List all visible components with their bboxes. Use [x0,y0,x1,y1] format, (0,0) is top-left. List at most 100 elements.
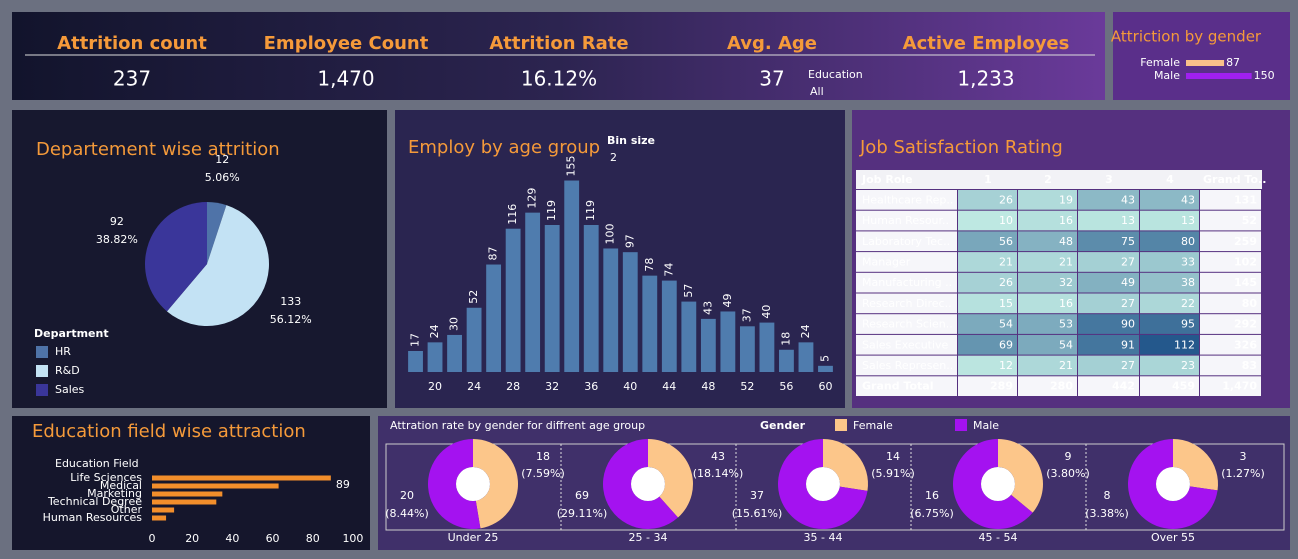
total-label: 11 [1166,477,1180,490]
legend-swatch [36,346,48,358]
table-title: Job Satisfaction Rating [859,137,1063,158]
table-cell [856,314,957,334]
category-label: Human Resources [43,511,143,524]
table-header: 1 [984,173,992,186]
kpi-label: Employee Count [264,33,429,54]
x-tick-label: 32 [545,380,559,393]
legend-label: Female [853,419,893,432]
table-cell [1078,190,1139,210]
donut-hole [981,467,1015,501]
table-header: 3 [1105,173,1113,186]
edu-panel [12,416,370,550]
table-row-label: Research Direc.. [862,297,952,310]
table-cell [1018,293,1077,314]
x-tick-label: 52 [740,380,754,393]
table-value: 26 [999,276,1013,289]
table-row-label: Grand Total [862,380,933,393]
bar [152,507,175,513]
category-label: Over 55 [1151,531,1195,544]
table-value: 21 [1059,255,1073,268]
histogram-bar [642,275,658,372]
value-label: 8 [1104,489,1111,502]
bar [152,499,217,505]
table-value: 23 [1181,359,1195,372]
histogram-bar [466,307,482,372]
x-tick-label: 36 [584,380,598,393]
bar [1186,73,1252,79]
table-value: 80 [1181,235,1195,248]
value-label: 150 [1254,69,1275,82]
share-label: (7.59%) [521,467,565,480]
total-label: 51 [816,477,830,490]
table-cell [958,252,1017,272]
value-label: 40 [760,305,773,319]
total-label: 38 [466,477,480,490]
filter-value: All [810,85,824,98]
kpi-label: Attrition count [57,33,207,54]
legend-title: Gender [760,419,806,432]
legend-label: Male [973,419,999,432]
category-label: Medical [100,479,142,492]
table-value: 292 [1234,318,1257,331]
table-row-label: Human Resour.. [862,214,949,227]
category-label: Under 25 [448,531,499,544]
kpi-value: 1,233 [957,67,1014,91]
share-label: (8.44%) [385,507,429,520]
share-label: (5.91%) [871,467,915,480]
bar [152,483,279,489]
table-cell [856,376,957,396]
bar [152,475,331,481]
legend-label: Male [1154,69,1180,82]
table-cell [856,272,957,293]
donut-hole [806,467,840,501]
table-value: 16 [1059,214,1073,227]
table-cell [1018,355,1077,376]
table-header: 4 [1166,173,1174,186]
table-value: 13 [1121,214,1135,227]
value-label: 37 [750,489,764,502]
histogram-bar [661,280,677,372]
histogram-bar [408,351,423,372]
histogram-bar [622,252,638,372]
donut-slice [1173,439,1219,491]
value-label: 52 [467,290,480,304]
histogram-bar [486,264,502,372]
table-cell [958,334,1017,355]
share-label: (15.61%) [732,507,783,520]
chart-title: Education field wise attraction [32,421,306,442]
table-header: Grand To.. [1203,173,1266,186]
donut-hole [456,467,490,501]
donut-slice [473,439,518,529]
value-label: 24 [428,324,441,338]
value-label: 78 [643,258,656,272]
table-cell [856,355,957,376]
table-header: Job Role [861,173,913,186]
table-value: 131 [1234,193,1257,206]
x-tick-label: 24 [467,380,481,393]
donut-hole [1156,467,1190,501]
kpi-value: 37 [759,67,784,91]
table-cell [1078,314,1139,334]
value-label: 49 [721,293,734,307]
table-cell [1078,293,1139,314]
table-row-label: Manufacturing .. [862,276,952,289]
param-label: Bin size [607,134,655,147]
table-row-label: Manager [862,255,911,268]
table-cell [1140,334,1199,355]
table-value: 10 [999,214,1013,227]
table-cell [1078,231,1139,252]
bar [152,515,167,521]
table-cell [958,355,1017,376]
table-cell [958,376,1017,396]
table-value: 54 [1059,338,1073,351]
table-value: 112 [1174,338,1195,351]
value-label: 5 [818,355,831,362]
category-label: Technical Degree [47,495,142,508]
table-value: 1,470 [1222,380,1257,393]
table-value: 49 [1121,276,1135,289]
table-value: 48 [1059,235,1073,248]
table-value: 43 [1121,193,1135,206]
value-label: 89 [336,478,350,491]
table-value: 102 [1234,255,1257,268]
table-value: 15 [999,297,1013,310]
